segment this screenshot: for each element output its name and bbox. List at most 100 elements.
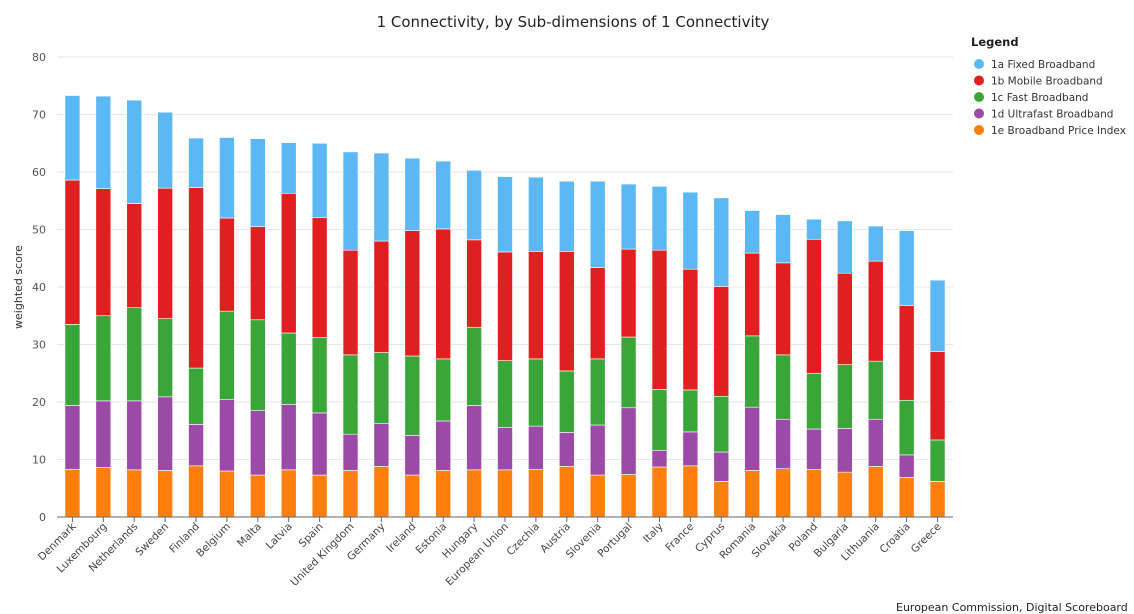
bar-segment[interactable] <box>466 169 482 241</box>
bar-segment[interactable] <box>404 157 421 231</box>
bar-segment[interactable] <box>250 410 266 476</box>
bar-segment[interactable] <box>188 367 204 425</box>
bar-segment[interactable] <box>620 407 637 475</box>
bar-segment[interactable] <box>342 151 359 251</box>
legend-item[interactable]: 1a Fixed Broadband <box>991 59 1095 71</box>
bar-segment[interactable] <box>929 439 946 482</box>
bar-segment[interactable] <box>188 137 204 188</box>
bar-segment[interactable] <box>651 449 668 468</box>
bar-segment[interactable] <box>929 481 946 518</box>
bar-segment[interactable] <box>898 399 915 456</box>
bar-segment[interactable] <box>589 358 606 426</box>
bar-segment[interactable] <box>929 279 946 352</box>
bar-segment[interactable] <box>126 99 143 204</box>
bar-segment[interactable] <box>64 468 81 518</box>
bar-segment[interactable] <box>867 360 884 420</box>
bar-segment[interactable] <box>126 469 143 518</box>
bar-segment[interactable] <box>311 412 328 476</box>
bar-segment[interactable] <box>682 268 699 391</box>
bar-segment[interactable] <box>280 469 297 518</box>
bar-segment[interactable] <box>867 260 884 362</box>
bar-segment[interactable] <box>837 364 853 429</box>
bar-segment[interactable] <box>311 337 328 414</box>
bar-segment[interactable] <box>867 418 884 467</box>
bar-segment[interactable] <box>620 474 637 518</box>
bar-segment[interactable] <box>95 95 112 189</box>
bar-segment[interactable] <box>806 468 822 518</box>
bar-segment[interactable] <box>64 95 81 181</box>
bar-segment[interactable] <box>64 405 81 470</box>
bar-segment[interactable] <box>651 186 668 251</box>
bar-segment[interactable] <box>558 180 575 252</box>
bar-segment[interactable] <box>157 111 173 189</box>
bar-segment[interactable] <box>898 454 915 478</box>
bar-segment[interactable] <box>250 138 266 227</box>
bar-segment[interactable] <box>651 466 668 518</box>
bar-segment[interactable] <box>929 351 946 441</box>
bar-segment[interactable] <box>651 249 668 390</box>
bar-segment[interactable] <box>466 405 482 471</box>
bar-segment[interactable] <box>404 230 421 357</box>
bar-segment[interactable] <box>744 406 760 471</box>
legend[interactable]: Legend 1a Fixed Broadband 1b Mobile Broad… <box>971 35 1126 137</box>
bar-segment[interactable] <box>466 239 482 328</box>
bar-segment[interactable] <box>898 477 915 518</box>
bar-segment[interactable] <box>404 474 421 518</box>
bar-segment[interactable] <box>497 251 513 361</box>
bar-segment[interactable] <box>497 469 513 518</box>
bar-segment[interactable] <box>589 474 606 518</box>
legend-item[interactable]: 1e Broadband Price Index <box>991 125 1126 137</box>
bar-segment[interactable] <box>620 248 637 338</box>
bar-segment[interactable] <box>64 324 81 406</box>
bar-segment[interactable] <box>373 352 390 424</box>
bar-segment[interactable] <box>126 400 143 471</box>
legend-item[interactable]: 1c Fast Broadband <box>991 92 1088 104</box>
bar-segment[interactable] <box>435 228 452 360</box>
bar-segment[interactable] <box>528 358 544 427</box>
bar-segment[interactable] <box>713 451 730 482</box>
bar-segment[interactable] <box>528 468 544 518</box>
bar-segment[interactable] <box>837 471 853 518</box>
bar-segment[interactable] <box>188 187 204 369</box>
bar-segment[interactable] <box>280 192 297 334</box>
bar-segment[interactable] <box>188 424 204 467</box>
bar-segment[interactable] <box>806 428 822 470</box>
bar-segment[interactable] <box>373 152 390 242</box>
bar-segment[interactable] <box>250 474 266 518</box>
bar-segment[interactable] <box>682 389 699 433</box>
bar-segment[interactable] <box>373 422 390 467</box>
bar-segment[interactable] <box>528 251 544 360</box>
bar-segment[interactable] <box>806 218 822 240</box>
bar-segment[interactable] <box>497 426 513 471</box>
bar-segment[interactable] <box>528 176 544 252</box>
bar-segment[interactable] <box>311 474 328 518</box>
bar-segment[interactable] <box>435 358 452 422</box>
bar-segment[interactable] <box>466 326 482 406</box>
bar-segment[interactable] <box>250 226 266 321</box>
bar-segment[interactable] <box>95 315 112 402</box>
bar-segment[interactable] <box>713 286 730 397</box>
bar-segment[interactable] <box>775 468 791 518</box>
bar-segment[interactable] <box>157 396 173 471</box>
bar-segment[interactable] <box>497 360 513 428</box>
bar-segment[interactable] <box>775 262 791 356</box>
bar-segment[interactable] <box>775 354 791 420</box>
bar-segment[interactable] <box>157 187 173 319</box>
bar-segment[interactable] <box>466 469 482 518</box>
bar-segment[interactable] <box>558 466 575 518</box>
bar-segment[interactable] <box>342 470 359 518</box>
bar-segment[interactable] <box>775 418 791 470</box>
bar-segment[interactable] <box>589 180 606 268</box>
bar-segment[interactable] <box>373 240 390 353</box>
bar-segment[interactable] <box>806 238 822 374</box>
bar-segment[interactable] <box>280 142 297 194</box>
bar-segment[interactable] <box>435 420 452 471</box>
bar-segment[interactable] <box>250 319 266 411</box>
bar-segment[interactable] <box>95 467 112 518</box>
bar-segment[interactable] <box>373 466 390 518</box>
bar-segment[interactable] <box>837 428 853 473</box>
bar-segment[interactable] <box>744 210 760 254</box>
bar-segment[interactable] <box>898 305 915 401</box>
bar-segment[interactable] <box>558 370 575 433</box>
bar-segment[interactable] <box>404 355 421 436</box>
